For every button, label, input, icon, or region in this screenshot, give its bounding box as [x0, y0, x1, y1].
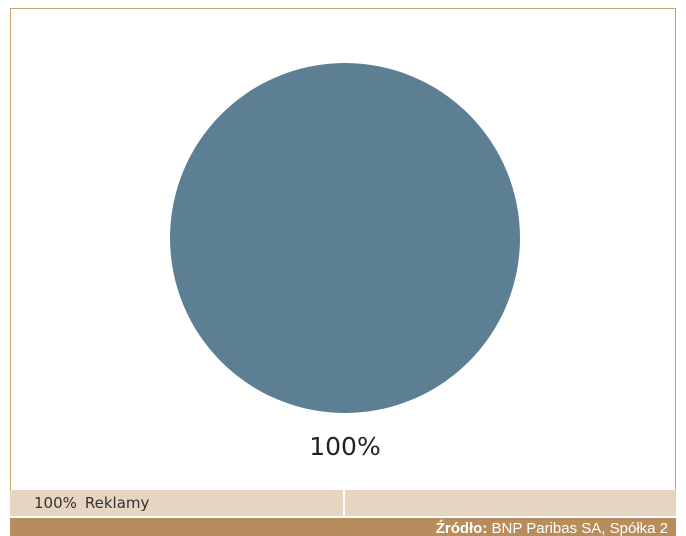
source-text: BNP Paribas SA, Spółka 2 [491, 520, 668, 536]
source-label: Źródło: [435, 520, 488, 536]
pie-slices [170, 63, 520, 413]
legend-item: 100% Reklamy [10, 490, 343, 516]
pie-chart: 100% [170, 63, 520, 461]
legend-item-value: 100% [34, 494, 77, 512]
source-footer: Źródło: BNP Paribas SA, Spółka 2 [10, 518, 676, 536]
slice-data-label: 100% [309, 432, 380, 461]
legend-empty-cell [345, 490, 676, 516]
legend-divider [343, 490, 345, 516]
pie-slice-0 [170, 63, 520, 413]
legend-item-label: Reklamy [84, 494, 150, 512]
legend: 100% Reklamy [10, 490, 676, 516]
